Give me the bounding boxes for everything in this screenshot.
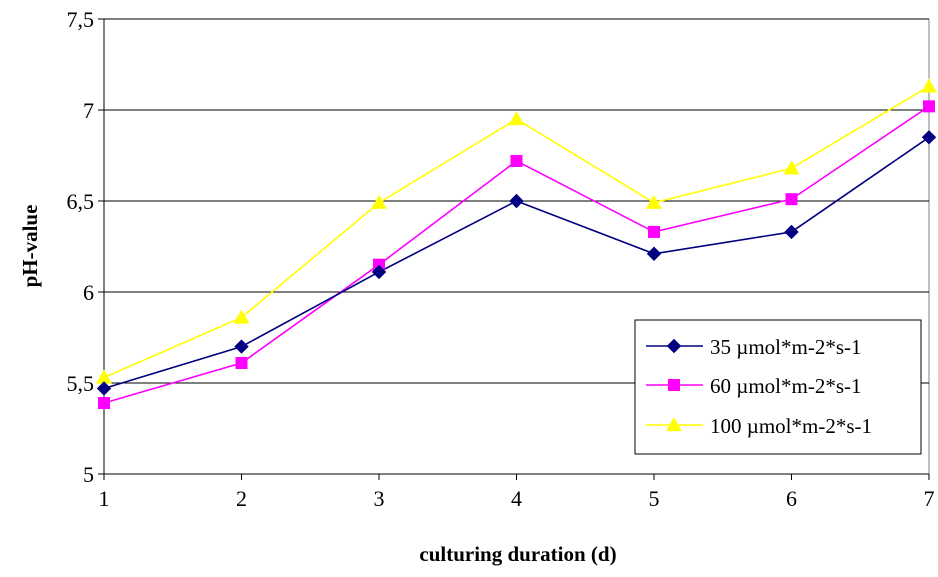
x-tick-label: 2 — [236, 486, 247, 511]
data-point-series-3 — [783, 160, 800, 175]
x-axis-label: culturing duration (d) — [419, 542, 616, 566]
data-point-series-2 — [98, 397, 110, 410]
x-tick-label: 5 — [649, 486, 660, 511]
data-point-series-2 — [235, 356, 248, 369]
data-point-series-1 — [784, 224, 799, 240]
data-point-series-3 — [233, 309, 250, 324]
data-point-series-1 — [371, 264, 387, 280]
x-tick-label: 7 — [924, 486, 935, 511]
legend-label-3: 100 µmol*m-2*s-1 — [710, 414, 872, 438]
data-point-series-2 — [510, 154, 523, 167]
legend-box — [634, 319, 922, 455]
legend-marker-1 — [666, 338, 682, 354]
y-tick-label: 7,5 — [67, 7, 95, 32]
series-markers — [96, 78, 937, 410]
data-point-series-1 — [96, 381, 112, 396]
data-point-series-2 — [923, 100, 935, 113]
y-tick-label: 6 — [83, 280, 94, 305]
data-point-series-1 — [646, 246, 662, 261]
data-point-series-3 — [646, 194, 662, 209]
legend-label-1: 35 µmol*m-2*s-1 — [710, 335, 862, 359]
x-tick-label: 6 — [786, 486, 797, 511]
y-tick-label: 5 — [83, 462, 94, 487]
data-point-series-1 — [921, 130, 937, 145]
data-point-series-3 — [921, 78, 937, 93]
x-tick-label: 3 — [374, 486, 385, 511]
y-tick-labels: 5 5,5 6 6,5 7 7,5 — [67, 7, 95, 487]
y-axis-label: pH-value — [18, 205, 42, 288]
legend-marker-2 — [668, 379, 680, 391]
data-point-series-3 — [508, 111, 525, 126]
y-tick-label: 5,5 — [67, 371, 95, 396]
data-point-series-1 — [234, 339, 249, 354]
y-tick-label: 6,5 — [67, 189, 95, 214]
legend-marker-3 — [666, 416, 682, 432]
data-point-series-2 — [648, 225, 660, 238]
data-point-series-2 — [785, 193, 798, 206]
x-tick-label: 1 — [99, 486, 110, 511]
data-point-series-1 — [509, 193, 524, 209]
y-tick-label: 7 — [83, 98, 94, 123]
legend: 35 µmol*m-2*s-1 60 µmol*m-2*s-1 100 µmol*m… — [634, 319, 922, 455]
x-tick-labels: 1 2 3 4 5 6 7 — [99, 486, 935, 511]
data-point-series-3 — [371, 194, 387, 209]
legend-label-2: 60 µmol*m-2*s-1 — [710, 374, 862, 398]
x-tick-label: 4 — [511, 486, 522, 511]
